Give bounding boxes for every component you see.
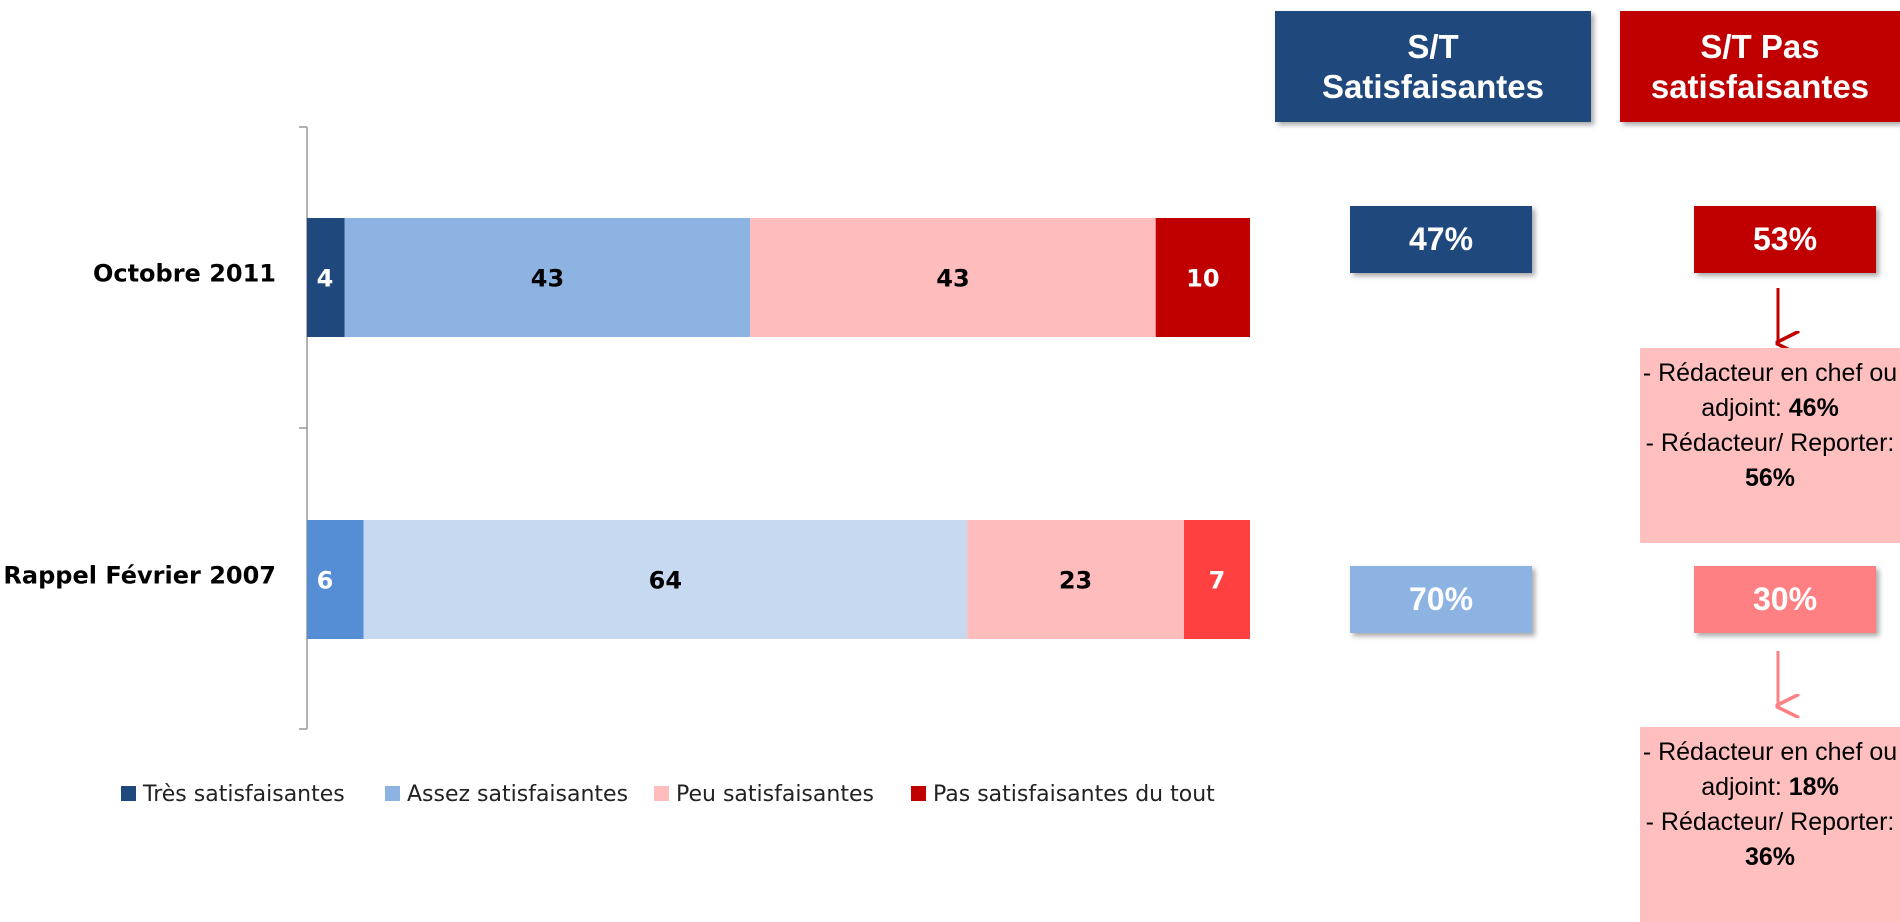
- note-value: 36%: [1744, 843, 1796, 871]
- bar-segment: [967, 520, 1184, 639]
- data-label: 4: [317, 265, 334, 293]
- column-header: S/T Pas satisfaisantes: [1620, 11, 1900, 122]
- data-label: 23: [1059, 567, 1092, 595]
- column-header: S/T Satisfaisantes: [1275, 11, 1591, 122]
- header-line: Satisfaisantes: [1322, 67, 1544, 105]
- note-value: 18%: [1788, 773, 1839, 801]
- note-box: - Rédacteur en chef ou adjoint: 18% - Réd…: [1640, 727, 1900, 922]
- data-label: 6: [317, 567, 334, 595]
- legend-label: Pas satisfaisantes du tout: [933, 782, 1215, 807]
- note-text: - Rédacteur/ Reporter:: [1645, 808, 1895, 836]
- note-text: - Rédacteur en chef ou adjoint:: [1642, 359, 1898, 422]
- summary-value: 53%: [1694, 206, 1876, 273]
- note-value: 56%: [1744, 464, 1796, 492]
- note-value: 46%: [1788, 394, 1839, 422]
- data-label: 43: [531, 265, 564, 293]
- data-label: 7: [1209, 567, 1226, 595]
- bar-segment: [307, 520, 364, 639]
- value-text: 30%: [1752, 581, 1818, 617]
- category-label: Rappel Février 2007: [3, 562, 276, 590]
- note-text: - Rédacteur/ Reporter:: [1645, 429, 1895, 457]
- header-line: S/T: [1407, 27, 1459, 65]
- note-line: - Rédacteur/ Reporter: 36%: [1640, 805, 1900, 875]
- legend-swatch: [911, 786, 926, 801]
- bar-segment: [1155, 218, 1250, 337]
- category-label: Octobre 2011: [93, 260, 276, 288]
- legend-swatch: [654, 786, 669, 801]
- note-line: - Rédacteur en chef ou adjoint: 46%: [1640, 356, 1900, 426]
- data-label: 10: [1186, 265, 1219, 293]
- data-label: 43: [936, 265, 969, 293]
- note-line: - Rédacteur/ Reporter: 56%: [1640, 426, 1900, 496]
- note-text: - Rédacteur en chef ou adjoint:: [1642, 738, 1898, 801]
- data-label: 64: [649, 567, 682, 595]
- header-line: S/T Pas: [1700, 27, 1820, 65]
- bar-segment: [750, 218, 1156, 337]
- value-text: 53%: [1752, 221, 1818, 257]
- legend-label: Peu satisfaisantes: [676, 782, 874, 807]
- header-line: satisfaisantes: [1650, 67, 1870, 105]
- bar-segment: [344, 218, 751, 337]
- value-text: 47%: [1408, 221, 1474, 257]
- summary-value: 30%: [1694, 566, 1876, 633]
- summary-value: 47%: [1350, 206, 1532, 273]
- legend-label: Très satisfaisantes: [142, 782, 345, 807]
- bar-segment: [307, 218, 345, 337]
- summary-value: 70%: [1350, 566, 1532, 633]
- legend-swatch: [121, 786, 136, 801]
- note-box: - Rédacteur en chef ou adjoint: 46% - Réd…: [1640, 348, 1900, 543]
- note-line: - Rédacteur en chef ou adjoint: 18%: [1640, 735, 1900, 805]
- bar-segment: [1183, 520, 1250, 639]
- bar-segment: [363, 520, 968, 639]
- value-text: 70%: [1408, 581, 1474, 617]
- legend-swatch: [385, 786, 400, 801]
- legend-label: Assez satisfaisantes: [407, 782, 628, 807]
